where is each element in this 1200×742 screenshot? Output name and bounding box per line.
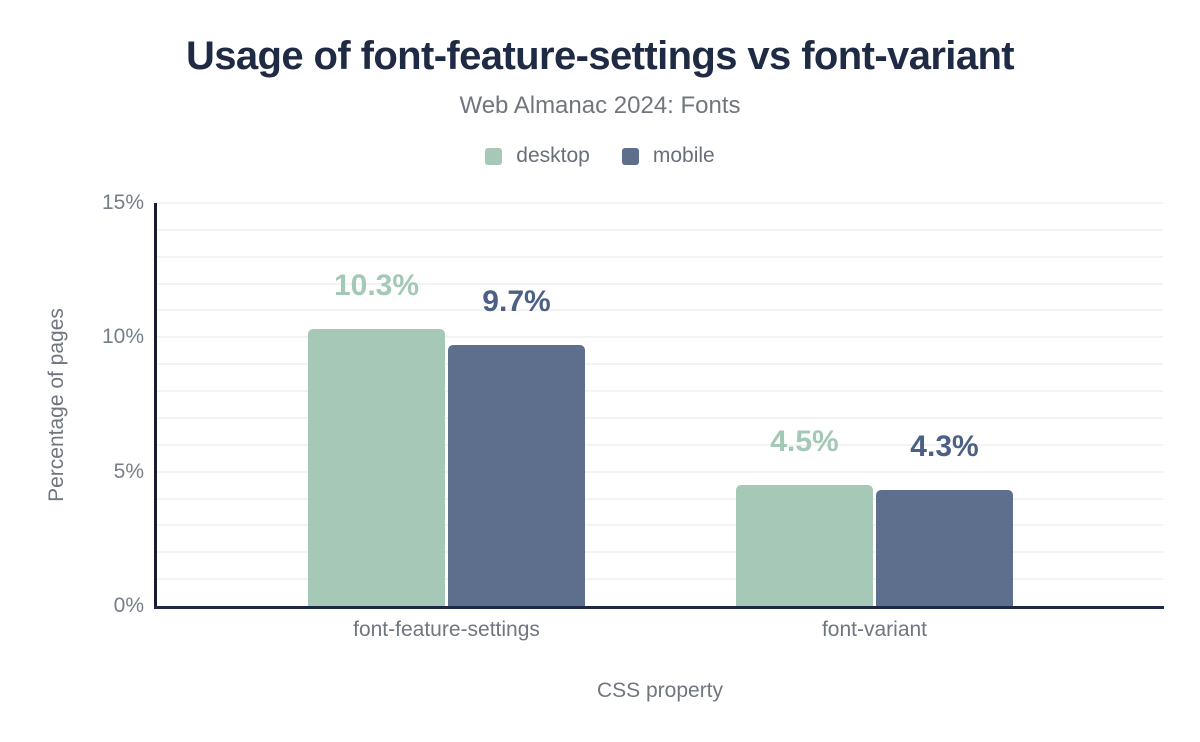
bar-value-label-mobile-font-feature-settings: 9.7% [482, 285, 551, 319]
plot-area: 10.3% 9.7% 4.5% 4.3% [157, 202, 1163, 606]
gridline [157, 363, 1163, 366]
bar-value-label-mobile-font-variant: 4.3% [910, 430, 979, 464]
bar-desktop-font-feature-settings[interactable] [308, 329, 445, 606]
gridline [157, 309, 1163, 312]
gridline [157, 282, 1163, 285]
bar-value-label-desktop-font-feature-settings: 10.3% [333, 269, 420, 303]
bar-mobile-font-variant[interactable] [876, 490, 1013, 606]
bar-desktop-font-variant[interactable] [736, 485, 873, 606]
gridline [157, 228, 1163, 231]
y-tick-label: 10% [101, 325, 144, 349]
gridline [157, 443, 1163, 446]
legend-label: mobile [652, 144, 715, 167]
legend-label: desktop [516, 144, 590, 167]
legend-item-mobile[interactable]: mobile [621, 144, 715, 168]
gridline [157, 470, 1163, 473]
x-category-label-font-feature-settings: font-feature-settings [353, 618, 540, 641]
gridline [157, 497, 1163, 500]
gridline [157, 202, 1163, 204]
gridline [157, 524, 1163, 527]
chart-title: Usage of font-feature-settings vs font-v… [185, 34, 1015, 78]
legend-item-desktop[interactable]: desktop [485, 144, 590, 168]
gridline [157, 551, 1163, 554]
x-axis-line [154, 606, 1164, 609]
legend-swatch-desktop [485, 147, 503, 165]
bar-mobile-font-feature-settings[interactable] [448, 345, 585, 606]
bar-value-label-desktop-font-variant: 4.5% [770, 425, 839, 459]
x-axis-title: CSS property [596, 679, 724, 702]
y-tick-label: 15% [101, 191, 144, 214]
x-category-label-font-variant: font-variant [821, 618, 928, 641]
chart-subtitle: Web Almanac 2024: Fonts [459, 92, 741, 119]
gridline [157, 255, 1163, 258]
y-tick-label: 0% [113, 594, 144, 617]
gridline [157, 416, 1163, 419]
gridline [157, 578, 1163, 581]
legend: desktop mobile [0, 144, 1200, 168]
y-axis-line [154, 203, 157, 609]
gridline [157, 336, 1163, 339]
gridline [157, 390, 1163, 393]
legend-swatch-mobile [621, 147, 639, 165]
y-tick-label: 5% [113, 459, 144, 483]
